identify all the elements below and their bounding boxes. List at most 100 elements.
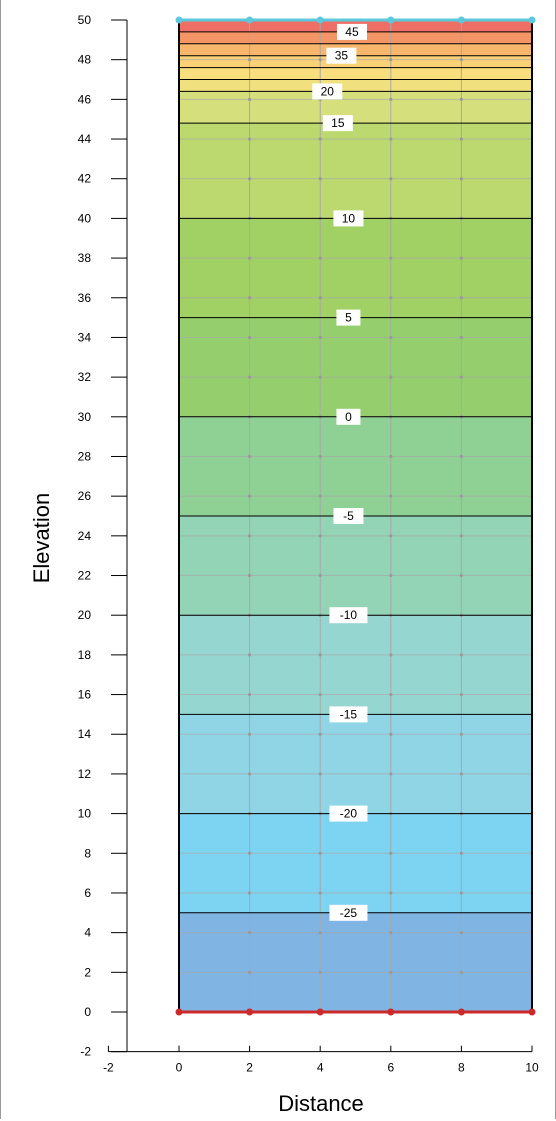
mesh-node [389,891,393,895]
contour-label: 20 [321,84,335,98]
mesh-node [459,732,463,736]
mesh-node [318,494,322,498]
contour-label-box [336,23,367,40]
y-tick-label: 36 [78,291,92,305]
color-band [179,813,532,913]
contour-label: -15 [340,707,358,721]
mesh-node [459,137,463,141]
y-tick-label: 20 [78,608,92,622]
mesh-node [318,970,322,974]
color-band [179,79,532,92]
y-tick-label: 50 [78,13,92,27]
contour-label: 45 [345,25,359,39]
y-tick-label: 22 [78,569,92,583]
x-tick-label: -2 [103,1061,114,1075]
mesh-node [318,534,322,538]
y-tick-label: 42 [78,172,92,186]
mesh-node [248,256,252,260]
mesh-node [248,573,252,578]
x-axis-title: Distance [278,1091,364,1116]
axes: -202468101214161820222426283032343638404… [78,13,539,1075]
mesh-node [459,931,463,935]
mesh-node [318,296,322,300]
y-tick-label: 38 [78,251,92,265]
color-band [179,416,532,516]
mesh-node [389,137,393,141]
contour-label: 15 [331,116,345,130]
y-tick-label: 10 [78,807,92,821]
color-band [179,123,532,219]
mesh-node [318,851,322,855]
y-tick-label: 16 [78,688,92,702]
x-tick-label: 2 [246,1061,253,1075]
contour-label: -20 [340,807,358,821]
mesh-node [459,97,463,101]
mesh-node [248,58,252,62]
mesh-node [318,732,322,736]
bottom-boundary-node [528,1008,536,1016]
y-tick-label: 4 [84,926,91,940]
y-tick-label: 32 [78,370,92,384]
mesh-node [318,891,322,895]
top-boundary-node [387,16,395,24]
mesh-node [318,931,322,935]
contour-labels: -25 -20 -15 -10 -5 0 5 10 15 20 35 45 [312,23,368,921]
mesh-node [248,296,252,300]
mesh-node [459,375,463,379]
mesh-node [248,137,252,141]
mesh-node [389,454,393,459]
mesh-node [459,970,463,974]
mesh-node [248,692,252,697]
contour-label-box [333,508,364,524]
color-band [179,67,532,80]
mesh-node [459,256,463,260]
y-tick-label: 2 [84,965,91,979]
mesh-node [248,335,252,340]
mesh-node [459,891,463,895]
mesh-node [318,375,322,379]
contour-label-box [329,805,368,822]
mesh-node [459,58,463,62]
contour-label: 0 [345,410,352,424]
bottom-boundary-node [175,1008,183,1016]
mesh-node [389,653,393,657]
mesh-node [248,454,252,459]
y-tick-label: -2 [80,1045,91,1059]
mesh-node [318,692,322,697]
mesh-node [389,573,393,578]
mesh-node [248,970,252,974]
x-tick-label: 4 [317,1061,324,1075]
mesh-node [248,494,252,498]
mesh-node [459,851,463,855]
mesh-node [318,137,322,141]
y-tick-label: 44 [78,132,92,146]
y-tick-label: 40 [78,211,92,225]
mesh-node [248,772,252,776]
y-tick-label: 0 [84,1005,91,1019]
y-tick-label: 12 [78,767,92,781]
mesh-node [389,692,393,697]
x-tick-label: 0 [176,1061,183,1075]
mesh-node [248,851,252,855]
y-tick-label: 26 [78,489,92,503]
mesh-node [389,851,393,855]
top-boundary-node [457,16,465,24]
mesh-node [318,256,322,260]
contour-label: 5 [345,311,352,325]
mesh-node [459,177,463,181]
mesh-node [459,534,463,538]
color-band [179,516,532,616]
mesh-node [459,772,463,776]
color-bands [179,20,532,1012]
contour-label: -10 [340,608,358,622]
mesh-node [389,58,393,62]
mesh-node [459,335,463,340]
x-tick-label: 10 [525,1061,539,1075]
mesh-node [248,891,252,895]
contour-label-box [329,607,368,624]
top-boundary-node [246,16,254,24]
mesh-node [389,335,393,340]
color-band [179,218,532,318]
